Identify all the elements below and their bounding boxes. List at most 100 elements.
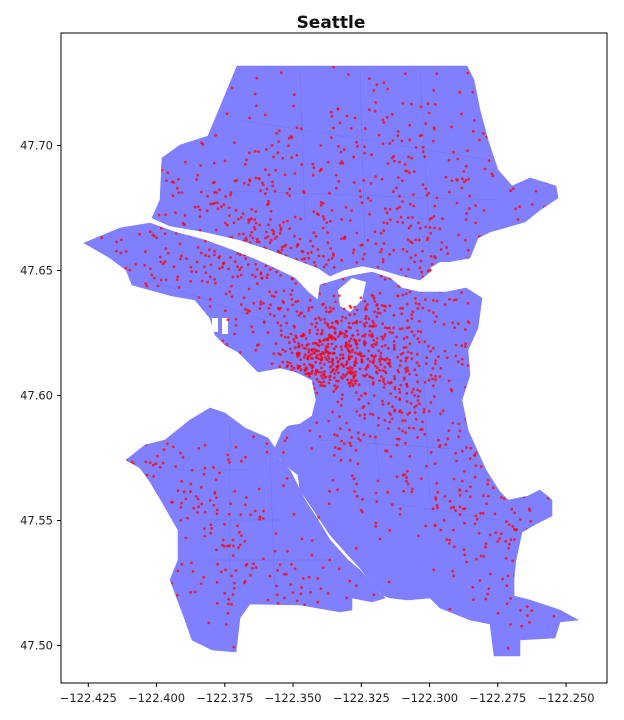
incident-point xyxy=(390,113,394,116)
incident-point xyxy=(454,451,457,455)
incident-point xyxy=(463,521,466,525)
incident-point xyxy=(487,587,491,591)
incident-point xyxy=(460,186,464,190)
incident-point xyxy=(417,238,421,242)
incident-point xyxy=(395,207,399,211)
incident-point xyxy=(197,447,201,450)
incident-point xyxy=(288,361,292,365)
incident-point xyxy=(326,345,330,349)
incident-point xyxy=(455,459,458,463)
incident-point xyxy=(507,547,510,550)
incident-point xyxy=(353,361,357,364)
incident-point xyxy=(355,482,359,486)
incident-point xyxy=(370,324,374,328)
incident-point xyxy=(124,250,128,253)
incident-point xyxy=(343,335,347,339)
incident-point xyxy=(405,382,409,386)
incident-point xyxy=(303,257,307,261)
incident-point xyxy=(349,337,353,341)
incident-point xyxy=(266,331,270,335)
incident-point xyxy=(400,411,404,415)
incident-point xyxy=(329,110,333,114)
incident-point xyxy=(469,485,472,489)
incident-point xyxy=(373,230,377,234)
incident-point xyxy=(385,211,389,215)
incident-point xyxy=(388,330,392,334)
incident-point xyxy=(441,409,445,413)
incident-point xyxy=(327,502,331,505)
incident-point xyxy=(211,181,215,185)
incident-point xyxy=(351,348,355,351)
incident-point xyxy=(462,548,466,552)
incident-point xyxy=(363,416,367,420)
incident-point xyxy=(276,602,280,605)
incident-point xyxy=(317,254,321,258)
incident-point xyxy=(382,386,386,389)
incident-point xyxy=(383,326,387,329)
incident-point xyxy=(271,228,274,232)
incident-point xyxy=(417,364,421,367)
incident-point xyxy=(417,319,421,323)
incident-point xyxy=(370,293,374,297)
incident-point xyxy=(208,305,212,308)
incident-point xyxy=(405,479,408,483)
incident-point xyxy=(300,163,304,166)
incident-point xyxy=(423,155,427,159)
incident-point xyxy=(345,114,349,118)
incident-point xyxy=(245,158,248,162)
incident-point xyxy=(184,160,187,164)
incident-point xyxy=(248,234,252,237)
incident-point xyxy=(360,358,364,362)
incident-point xyxy=(290,351,294,355)
incident-point xyxy=(273,237,277,241)
incident-point xyxy=(372,593,376,597)
incident-point xyxy=(340,397,344,401)
incident-point xyxy=(432,568,436,572)
incident-point xyxy=(264,168,267,172)
incident-point xyxy=(175,278,179,281)
incident-point xyxy=(356,462,360,466)
incident-point xyxy=(417,302,421,306)
incident-point xyxy=(434,362,437,365)
incident-point xyxy=(299,368,303,372)
incident-point xyxy=(176,186,179,190)
incident-point xyxy=(144,282,148,286)
incident-point xyxy=(354,321,357,325)
incident-point xyxy=(405,400,409,403)
incident-point xyxy=(157,213,161,217)
incident-point xyxy=(431,377,435,381)
incident-point xyxy=(328,219,332,223)
incident-point xyxy=(410,330,414,334)
incident-point xyxy=(325,263,328,266)
incident-point xyxy=(385,357,389,360)
incident-point xyxy=(282,220,285,224)
incident-point xyxy=(227,458,230,461)
incident-point xyxy=(176,489,180,492)
incident-point xyxy=(342,307,346,311)
incident-point xyxy=(424,122,428,126)
incident-point xyxy=(442,322,446,326)
incident-point xyxy=(474,451,478,455)
incident-point xyxy=(439,366,443,370)
incident-point xyxy=(349,344,353,348)
incident-point xyxy=(404,359,408,363)
incident-point xyxy=(448,190,451,194)
incident-point xyxy=(318,435,322,438)
incident-point xyxy=(360,201,364,205)
incident-point xyxy=(227,267,231,271)
incident-point xyxy=(214,478,218,481)
incident-point xyxy=(381,369,385,372)
incident-point xyxy=(458,493,462,497)
incident-point xyxy=(448,607,452,611)
incident-point xyxy=(431,139,435,143)
incident-point xyxy=(421,306,425,310)
incident-point xyxy=(268,241,272,245)
incident-point xyxy=(372,321,376,325)
incident-point xyxy=(292,324,296,328)
incident-point xyxy=(319,200,323,204)
incident-point xyxy=(383,332,387,336)
incident-point xyxy=(362,179,366,182)
incident-point xyxy=(445,356,449,360)
incident-point xyxy=(245,238,248,242)
incident-point xyxy=(442,518,446,522)
